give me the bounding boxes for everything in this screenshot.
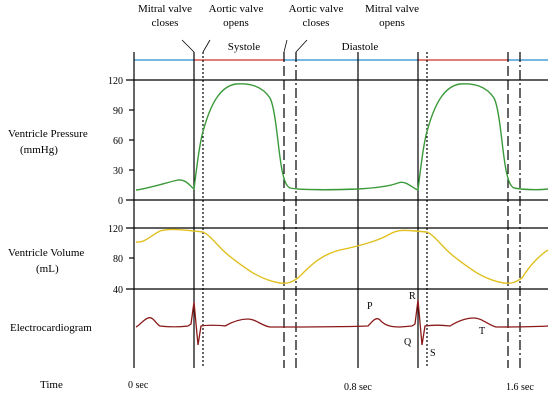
phase-systole-label: Systole (228, 41, 261, 53)
ecg-wave-q: Q (404, 337, 412, 348)
pressure-tick-30: 30 (113, 166, 123, 177)
time-label: Time (40, 379, 63, 391)
pressure-label-line2: (mmHg) (20, 144, 58, 156)
volume-label: Ventricle Volume (mL) (8, 247, 84, 275)
event-mitral-closes-line2: closes (152, 17, 179, 29)
ventricle-pressure-curve (135, 83, 549, 191)
volume-tick-labels: 120 80 40 (108, 224, 123, 296)
event-mitral-opens-line1: Mitral valve (365, 3, 419, 15)
time-tick-labels: 0 sec 0.8 sec 1.6 sec (128, 380, 534, 393)
time-tick-1-6: 1.6 sec (506, 382, 534, 393)
time-tick-0-8: 0.8 sec (344, 382, 372, 393)
time-tick-0: 0 sec (128, 380, 149, 391)
ecg-wave-s: S (430, 348, 436, 359)
event-label-aortic-closes: Aortic valve closes (289, 3, 344, 29)
event-lines (193, 52, 521, 368)
event-aortic-closes-line1: Aortic valve (289, 3, 344, 15)
volume-label-line2: (mL) (36, 263, 59, 275)
pointer-aortic-closes (283, 39, 288, 53)
volume-tick-120: 120 (108, 224, 123, 235)
event-aortic-opens-line2: opens (223, 17, 249, 29)
pointer-mitral-closes (181, 39, 195, 53)
pressure-ticks (129, 109, 134, 259)
event-pointers (181, 39, 308, 53)
ecg-wave-r: R (409, 291, 416, 302)
volume-tick-40: 40 (113, 285, 123, 296)
pressure-tick-90: 90 (113, 106, 123, 117)
pressure-tick-120: 120 (108, 76, 123, 87)
volume-label-line1: Ventricle Volume (8, 247, 84, 259)
event-mitral-opens-line2: opens (379, 17, 405, 29)
volume-tick-80: 80 (113, 254, 123, 265)
ecg-wave-labels: P R Q S T (367, 291, 485, 359)
event-aortic-closes-line2: closes (303, 17, 330, 29)
pressure-label: Ventricle Pressure (mmHg) (8, 128, 88, 156)
pointer-mitral-opens (295, 39, 308, 53)
pressure-tick-labels: 120 90 60 30 0 (108, 76, 123, 207)
event-mitral-closes-line1: Mitral valve (138, 3, 192, 15)
pressure-tick-60: 60 (113, 136, 123, 147)
ecg-trace (135, 299, 549, 346)
phase-diastole-label: Diastole (342, 41, 379, 53)
ecg-wave-p: P (367, 301, 373, 312)
pressure-tick-0: 0 (118, 196, 123, 207)
event-label-mitral-opens: Mitral valve opens (365, 3, 419, 29)
pressure-label-line1: Ventricle Pressure (8, 128, 88, 140)
event-label-aortic-opens: Aortic valve opens (209, 3, 264, 29)
event-aortic-opens-line1: Aortic valve (209, 3, 264, 15)
pointer-aortic-opens (202, 39, 211, 53)
ventricle-volume-curve (135, 228, 549, 284)
event-label-mitral-closes: Mitral valve closes (138, 3, 192, 29)
ecg-wave-t: T (479, 326, 485, 337)
panel-frame (126, 52, 548, 368)
ecg-label: Electrocardiogram (10, 322, 92, 334)
